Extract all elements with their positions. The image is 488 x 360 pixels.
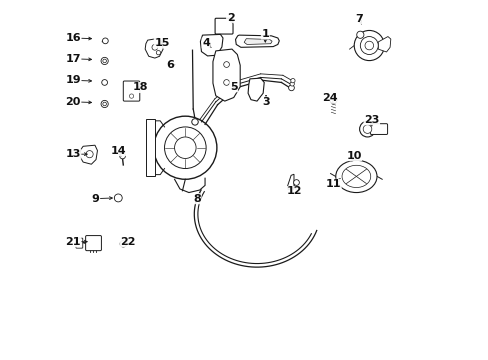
Text: 5: 5 [229,82,237,92]
Text: 18: 18 [132,82,148,93]
Text: 3: 3 [262,96,269,107]
Circle shape [102,38,108,44]
Circle shape [293,180,299,185]
Circle shape [102,102,106,106]
Circle shape [356,31,363,39]
Circle shape [364,41,373,50]
Ellipse shape [335,160,376,193]
Circle shape [86,150,93,158]
Circle shape [174,137,196,158]
Circle shape [223,62,229,67]
FancyBboxPatch shape [123,81,140,101]
Text: 11: 11 [325,179,341,189]
Circle shape [152,44,158,50]
Circle shape [363,125,371,134]
Text: 15: 15 [154,38,169,48]
Text: 10: 10 [346,150,361,161]
FancyBboxPatch shape [76,238,82,248]
Circle shape [102,80,107,85]
Circle shape [101,57,108,64]
Circle shape [156,50,160,55]
Text: 13: 13 [65,149,87,159]
Polygon shape [200,35,223,56]
Text: 16: 16 [65,33,91,43]
Text: 2: 2 [226,13,234,23]
Circle shape [289,82,294,86]
Circle shape [359,121,375,137]
Circle shape [102,59,106,63]
Polygon shape [247,78,264,101]
Circle shape [120,240,126,247]
FancyBboxPatch shape [85,235,101,251]
Circle shape [101,100,108,108]
Circle shape [114,194,122,202]
Text: 12: 12 [286,186,302,197]
Polygon shape [145,39,163,58]
Polygon shape [235,35,279,47]
Text: 17: 17 [65,54,91,64]
Text: 24: 24 [322,93,337,104]
Text: 23: 23 [364,115,379,126]
Text: 14: 14 [110,145,126,156]
Ellipse shape [341,165,370,188]
Circle shape [191,119,198,125]
Text: 7: 7 [355,14,363,24]
FancyBboxPatch shape [145,119,155,176]
Text: 4: 4 [202,38,210,48]
Polygon shape [378,37,390,52]
FancyBboxPatch shape [369,124,387,134]
Polygon shape [80,145,97,164]
Circle shape [129,94,133,98]
Polygon shape [287,174,293,190]
Text: 8: 8 [193,193,201,204]
Text: 6: 6 [166,60,174,70]
Circle shape [164,127,206,168]
Text: 1: 1 [261,29,268,42]
FancyBboxPatch shape [215,18,233,34]
Circle shape [290,78,294,83]
Polygon shape [244,39,271,44]
Polygon shape [212,49,240,101]
Circle shape [329,96,336,104]
Circle shape [353,31,384,60]
Circle shape [120,153,125,159]
Circle shape [360,37,378,54]
Circle shape [288,85,294,91]
Text: 22: 22 [120,237,136,247]
Circle shape [223,80,229,85]
Text: 9: 9 [92,194,112,204]
Text: 19: 19 [65,75,91,85]
Text: 20: 20 [65,97,91,107]
Text: 21: 21 [65,237,87,247]
Circle shape [153,116,217,179]
